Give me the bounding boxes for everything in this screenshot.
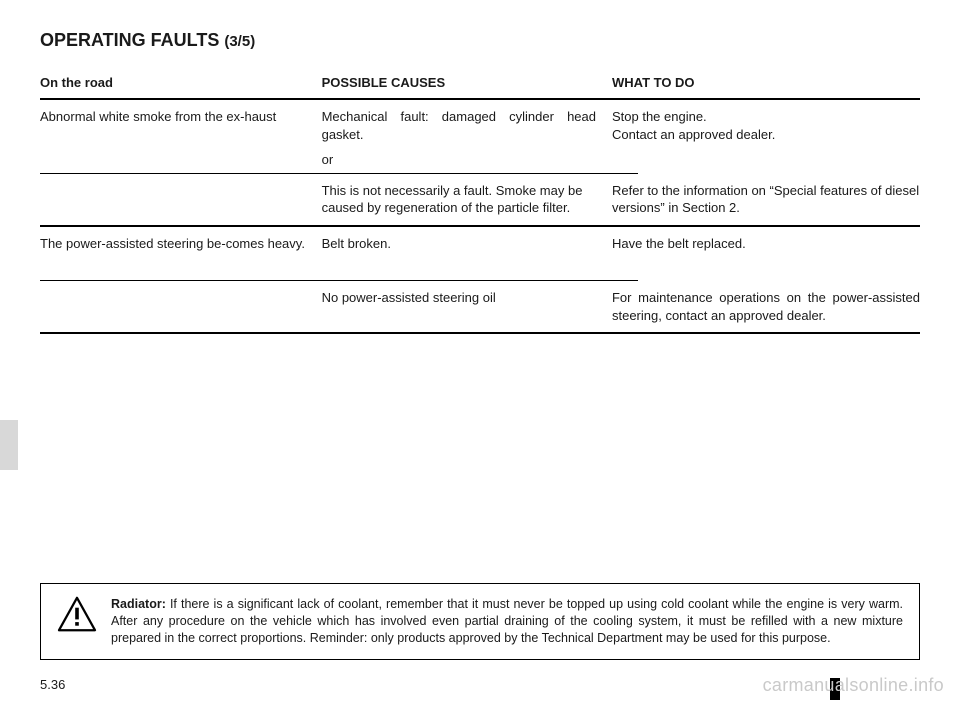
empty-cell (40, 182, 322, 217)
cause-cell: No power-assisted steering oil (322, 289, 612, 324)
warning-text: Radiator: If there is a significant lack… (111, 596, 903, 647)
header-on-the-road: On the road (40, 75, 322, 90)
cause-or: or (322, 151, 612, 169)
faults-table: On the road POSSIBLE CAUSES WHAT TO DO A… (40, 75, 920, 334)
empty-cell (612, 151, 920, 169)
manual-page: OPERATING FAULTS (3/5) On the road POSSI… (0, 0, 960, 710)
table-header-row: On the road POSSIBLE CAUSES WHAT TO DO (40, 75, 920, 98)
cause-cell: Belt broken. (322, 235, 612, 253)
warning-triangle-icon (57, 596, 97, 632)
action-cell: Stop the engine. Contact an approved dea… (612, 108, 920, 143)
table-row: No power-assisted steering oil For maint… (40, 281, 920, 332)
action-cell: Have the belt replaced. (612, 235, 920, 253)
title-main: OPERATING FAULTS (40, 30, 224, 50)
title-sub: (3/5) (224, 33, 255, 50)
action-cell: Refer to the information on “Special fea… (612, 182, 920, 217)
warning-label: Radiator: (111, 597, 170, 611)
cause-cell: This is not necessarily a fault. Smoke m… (322, 182, 612, 217)
page-title: OPERATING FAULTS (3/5) (40, 30, 920, 51)
cause-cell: Mechanical fault: damaged cylinder head … (322, 108, 612, 143)
action-cell: For maintenance operations on the power-… (612, 289, 920, 324)
warning-box: Radiator: If there is a significant lack… (40, 583, 920, 660)
header-possible-causes: POSSIBLE CAUSES (322, 75, 612, 90)
table-row: Abnormal white smoke from the ex-haust M… (40, 100, 920, 151)
table-row: The power-assisted steering be-comes hea… (40, 227, 920, 281)
page-number: 5.36 (40, 677, 65, 692)
rule-heavy (40, 332, 920, 334)
table-row: This is not necessarily a fault. Smoke m… (40, 174, 920, 225)
symptom-cell: Abnormal white smoke from the ex-haust (40, 108, 322, 143)
table-row: or (40, 151, 920, 173)
empty-cell (40, 289, 322, 324)
empty-cell (40, 151, 322, 169)
header-what-to-do: WHAT TO DO (612, 75, 920, 90)
side-tab-marker (0, 420, 18, 470)
watermark-text: carmanualsonline.info (763, 675, 944, 696)
warning-body: If there is a significant lack of coolan… (111, 597, 903, 645)
symptom-cell: The power-assisted steering be-comes hea… (40, 235, 322, 253)
